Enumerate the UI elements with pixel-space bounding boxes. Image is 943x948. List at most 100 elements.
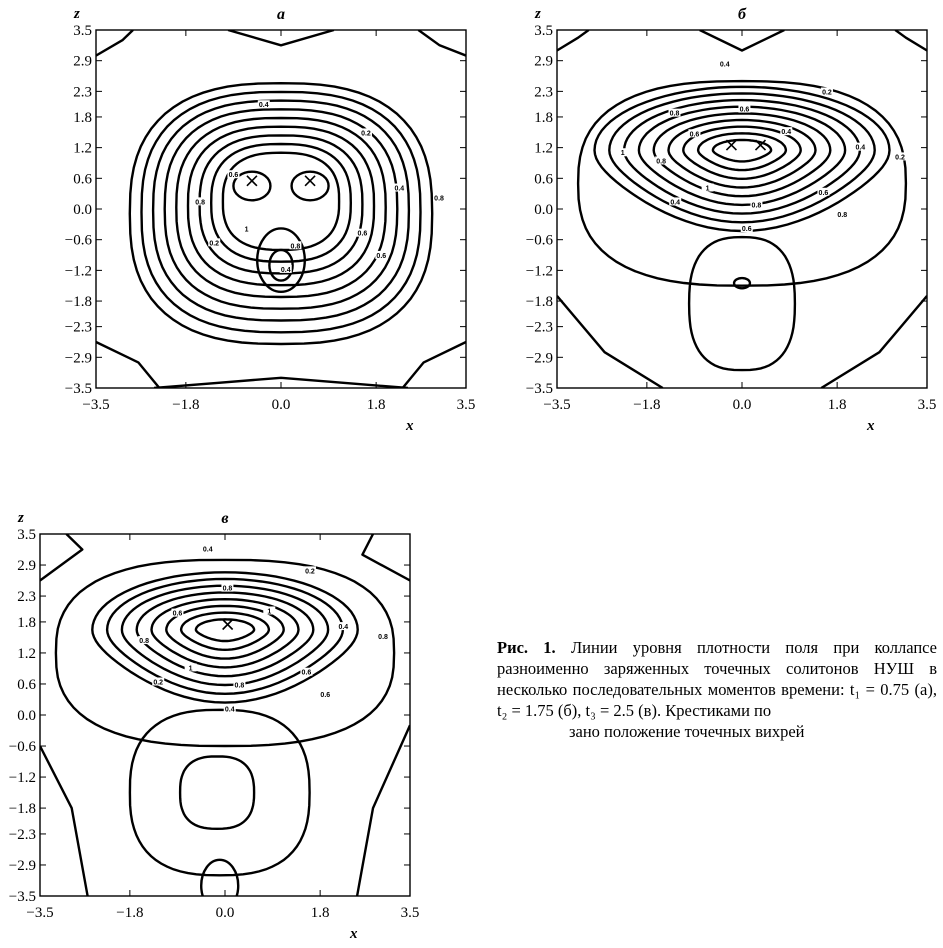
contour-label-bg (221, 583, 234, 592)
contour-line (637, 105, 847, 207)
contour-label-bg (738, 104, 751, 113)
y-tick-label: 2.3 (534, 84, 553, 100)
contour-label-bg (279, 264, 292, 273)
y-tick-label: −1.8 (9, 801, 36, 817)
caption-lead: Рис. 1. (497, 638, 556, 657)
contour-line (696, 132, 788, 172)
contour-line (91, 571, 359, 704)
y-tick-label: 3.5 (534, 23, 553, 39)
contour-level-label: 0.4 (394, 186, 404, 193)
contour-level-label: 0.8 (139, 638, 149, 645)
contour-panel-c: 1 0.8 0.6 0.4 0.2 0.4 0.6 0.8 0.2 0.4 0.6 0.8 1 0.8 3.… (9, 510, 420, 942)
contour-line (667, 118, 817, 189)
contour-level-label: 1 (621, 150, 625, 157)
contour-level-label: 0.4 (259, 102, 269, 109)
y-tick-label: 0.0 (17, 708, 36, 724)
contour-level-label: 0.8 (670, 111, 680, 118)
x-tick-label: −3.5 (543, 397, 570, 413)
contour-line (140, 90, 422, 334)
contour-level-label: 0.2 (209, 240, 219, 247)
contour-line (557, 295, 664, 388)
contour-line (682, 125, 802, 181)
contour-level-label: 0.2 (153, 680, 163, 687)
contour-level-label: 0.4 (203, 547, 213, 554)
contour-level-label: 0.8 (291, 243, 301, 250)
y-tick-label: 2.3 (17, 589, 36, 605)
contour-label-bg (820, 87, 833, 96)
y-tick-label: 0.6 (17, 677, 36, 693)
contour-level-label: 0.6 (320, 692, 330, 699)
contour-label-bg (655, 156, 668, 165)
x-tick-label: 3.5 (918, 397, 937, 413)
y-tick-label: 0.0 (534, 202, 553, 218)
x-tick-label: −3.5 (82, 397, 109, 413)
contour-label-bg (289, 241, 302, 250)
contour-label-bg (854, 142, 867, 151)
contour-line (96, 340, 161, 388)
contour-label-bg (750, 200, 763, 209)
caption-last-line: зано положение точечных вихрей (569, 722, 805, 741)
contour-label-bg (194, 197, 207, 206)
contour-line (175, 116, 387, 299)
contour-line (163, 108, 399, 310)
vortex-marker (222, 618, 234, 631)
contour-level-label: 0.8 (434, 195, 444, 202)
contour-label-bg (740, 223, 753, 232)
contour-level-label: 0.6 (742, 226, 752, 233)
x-axis-label: x (349, 926, 358, 942)
contour-line (194, 618, 256, 643)
contour-level-label: 0.4 (281, 267, 291, 274)
contour-level-label: 0.8 (752, 202, 762, 209)
y-tick-label: −3.5 (526, 381, 553, 397)
contour-label-bg (303, 566, 316, 575)
contour-label-bg (669, 197, 682, 206)
contour-line (557, 30, 590, 52)
y-tick-label: −2.3 (65, 320, 92, 336)
y-tick-label: 0.6 (534, 171, 553, 187)
x-tick-label: 1.8 (367, 397, 386, 413)
contour-label-bg (138, 636, 151, 645)
y-tick-label: 1.8 (73, 110, 92, 126)
contour-line (120, 584, 330, 687)
contour-level-label: 0.2 (895, 154, 905, 161)
contour-line (699, 30, 785, 52)
contour-label-bg (393, 183, 406, 192)
contour-level-label: 0.6 (229, 172, 239, 179)
contour-line (355, 724, 410, 896)
panel-label: а (277, 6, 285, 23)
contour-level-label: 0.2 (305, 568, 315, 575)
contour-line (209, 142, 353, 263)
contour-label-bg (233, 680, 246, 689)
x-axis-label: x (405, 418, 414, 434)
y-tick-label: 1.2 (534, 141, 553, 157)
plot-frame (556, 29, 928, 389)
contour-label-bg (240, 224, 253, 233)
contour-level-label: 1 (189, 665, 193, 672)
contour-label-bg (616, 148, 629, 157)
contour-label-bg (377, 631, 390, 640)
contour-line (687, 235, 797, 372)
contour-level-label: 0.4 (225, 706, 235, 713)
contour-label-bg (718, 59, 731, 68)
contour-label-bg (701, 183, 714, 192)
contour-line (361, 534, 410, 582)
y-tick-label: 2.9 (17, 558, 36, 574)
y-tick-label: −1.8 (65, 294, 92, 310)
x-tick-label: 0.0 (216, 905, 235, 921)
vortex-marker (754, 139, 767, 151)
y-tick-label: −1.2 (9, 770, 36, 786)
y-tick-label: −2.3 (9, 827, 36, 843)
contour-line (268, 248, 294, 282)
x-tick-label: 3.5 (401, 905, 420, 921)
contour-label-bg (201, 544, 214, 553)
contour-line (401, 340, 466, 388)
contour-line (151, 99, 411, 322)
contour-label-bg (688, 129, 701, 138)
x-tick-label: −1.8 (633, 397, 660, 413)
contour-level-label: 0.4 (338, 624, 348, 631)
contour-line (179, 611, 271, 652)
contour-line (894, 30, 927, 52)
vortex-marker (304, 175, 316, 187)
panel-label: в (221, 510, 228, 527)
